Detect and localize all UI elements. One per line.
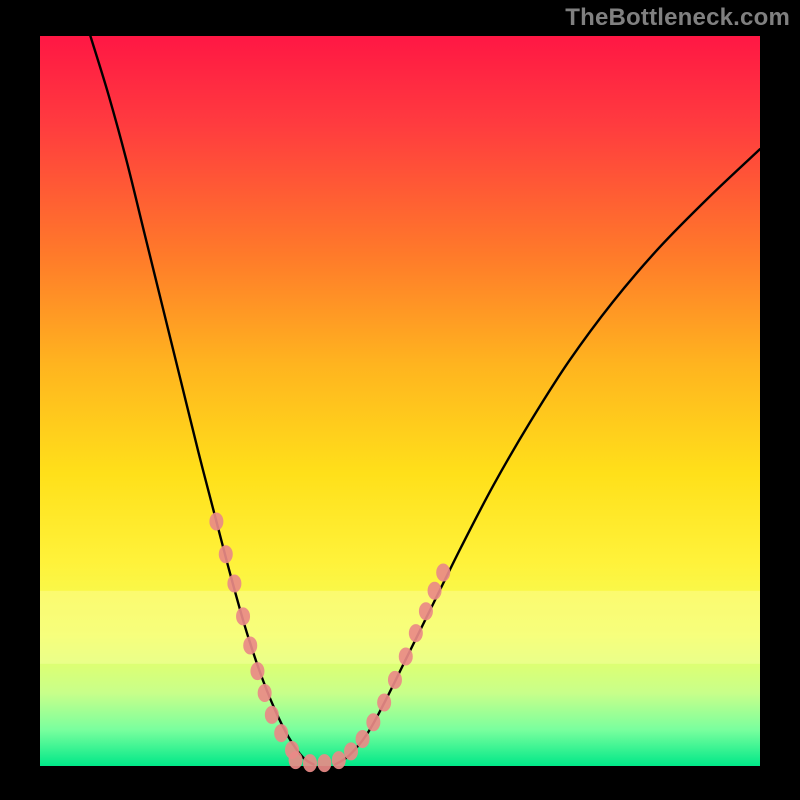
- curve-marker: [366, 713, 380, 731]
- chart-canvas: TheBottleneck.com: [0, 0, 800, 800]
- curve-marker: [243, 637, 257, 655]
- curve-marker: [236, 607, 250, 625]
- curve-marker: [428, 582, 442, 600]
- curve-marker: [419, 602, 433, 620]
- curve-marker: [303, 754, 317, 772]
- curve-marker: [409, 624, 423, 642]
- curve-marker: [250, 662, 264, 680]
- curve-marker: [274, 724, 288, 742]
- curve-marker: [219, 545, 233, 563]
- curve-marker: [388, 671, 402, 689]
- curve-marker: [209, 512, 223, 530]
- curve-marker: [356, 730, 370, 748]
- curve-marker: [399, 648, 413, 666]
- curve-marker: [332, 751, 346, 769]
- curve-marker: [227, 575, 241, 593]
- curve-marker: [289, 751, 303, 769]
- curve-marker: [377, 693, 391, 711]
- curve-marker: [258, 684, 272, 702]
- curve-marker: [344, 742, 358, 760]
- curve-marker: [317, 754, 331, 772]
- curve-marker: [436, 564, 450, 582]
- curve-marker: [265, 706, 279, 724]
- v-curve-chart: [0, 0, 800, 800]
